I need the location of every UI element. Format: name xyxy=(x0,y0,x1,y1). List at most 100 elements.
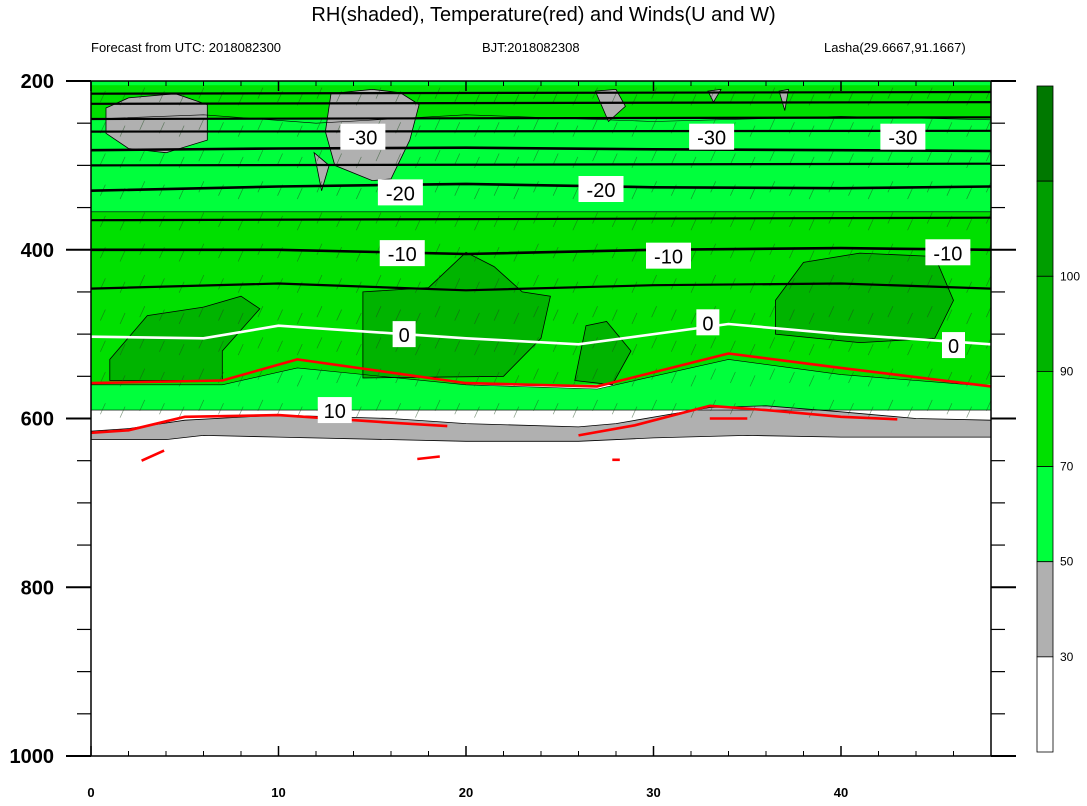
wind-barb-55 xyxy=(257,118,264,131)
wind-barb-198 xyxy=(355,219,362,231)
wind-barb-96 xyxy=(159,153,165,165)
colorbar-swatch-2 xyxy=(1036,180,1054,277)
temp-label-11: 0 xyxy=(948,336,959,358)
wind-barb-347 xyxy=(572,312,579,325)
chart-title: RH(shaded), Temperature(red) and Winds(U… xyxy=(311,4,776,26)
wind-barb-444 xyxy=(670,371,677,384)
wind-barb-395 xyxy=(611,340,618,352)
wind-barb-353 xyxy=(690,312,697,325)
temp-label-box-1 xyxy=(340,123,386,150)
colorbar-swatch-3 xyxy=(1036,275,1054,372)
wind-barb-413 xyxy=(966,344,972,356)
wind-barb-333 xyxy=(296,312,303,325)
wind-barb-481 xyxy=(493,403,500,415)
wind-barb-117 xyxy=(572,156,579,168)
y-tick-label-600: 600 xyxy=(21,409,54,431)
wind-barb-200 xyxy=(395,215,402,228)
wind-barb-106 xyxy=(355,156,362,168)
temperature-contour-extra-3 xyxy=(91,116,991,121)
wind-barb-401 xyxy=(730,340,736,352)
wind-barb-366 xyxy=(946,309,953,321)
y-tick-label-800: 800 xyxy=(21,577,54,599)
wind-barb-355 xyxy=(730,309,736,321)
wind-barb-307 xyxy=(690,281,697,293)
wind-barb-75 xyxy=(651,118,657,131)
wind-barb-340 xyxy=(434,306,441,318)
wind-barb-42 xyxy=(907,94,913,106)
wind-barb-306 xyxy=(670,278,677,290)
wind-barb-241 xyxy=(296,250,303,262)
wind-barb-101 xyxy=(257,149,264,162)
wind-barb-279 xyxy=(139,274,146,287)
wind-barb-358 xyxy=(789,309,795,321)
wind-barb-352 xyxy=(670,309,677,321)
colorbar-label-70: 70 xyxy=(1060,460,1074,474)
temperature-contour-extra-1 xyxy=(91,90,991,95)
wind-barb-110 xyxy=(434,149,441,162)
temperature-contour-extra-5 xyxy=(91,162,991,167)
wind-barb-191 xyxy=(218,215,224,228)
wind-barb-382 xyxy=(355,344,362,356)
temp-label-box-8 xyxy=(925,239,971,266)
forecast-subtitle: Forecast from UTC: 2018082300 xyxy=(91,40,282,55)
wind-barb-497 xyxy=(808,406,815,418)
wind-barb-389 xyxy=(493,340,500,352)
wind-barb-108 xyxy=(395,153,402,165)
wind-barb-189 xyxy=(178,219,185,231)
wind-barb-378 xyxy=(277,340,283,352)
wind-barb-157 xyxy=(454,184,461,196)
colorbar-label-100: 100 xyxy=(1060,269,1080,283)
wind-barb-449 xyxy=(769,368,776,380)
wind-barb-386 xyxy=(434,337,441,349)
wind-barb-326 xyxy=(159,309,165,321)
wind-barb-329 xyxy=(218,309,224,321)
wind-barb-349 xyxy=(611,309,618,321)
wind-barb-323 xyxy=(100,309,106,321)
wind-barb-113 xyxy=(493,153,500,165)
wind-barb-478 xyxy=(434,399,441,411)
wind-barb-128 xyxy=(789,153,795,165)
wind-barb-232 xyxy=(119,250,126,262)
wind-barb-445 xyxy=(690,375,697,387)
wind-barb-338 xyxy=(395,309,402,321)
wind-barb-132 xyxy=(867,156,874,168)
wind-barb-485 xyxy=(572,406,579,418)
wind-barb-127 xyxy=(769,149,776,162)
wind-barb-359 xyxy=(808,312,815,325)
wind-barb-480 xyxy=(474,406,480,418)
wind-barb-350 xyxy=(631,312,638,325)
temp-label-10: 0 xyxy=(702,313,713,335)
wind-barb-475 xyxy=(375,399,382,411)
wind-barb-467 xyxy=(218,403,224,415)
temp-label-box-2 xyxy=(689,123,735,150)
wind-barb-130 xyxy=(828,149,835,162)
wind-barb-107 xyxy=(375,149,382,162)
wind-barb-345 xyxy=(533,306,539,318)
wind-barb-405 xyxy=(808,344,815,356)
wind-barb-196 xyxy=(316,212,323,224)
wind-barb-294 xyxy=(434,274,441,287)
wind-barb-427 xyxy=(336,371,342,384)
rh-dry-patch-6 xyxy=(313,151,330,191)
wind-barb-398 xyxy=(670,340,677,352)
wind-barb-52 xyxy=(198,118,205,131)
rh-dry-patch-5 xyxy=(778,88,789,111)
wind-barb-297 xyxy=(493,278,500,290)
wind-barb-499 xyxy=(848,403,854,415)
wind-barb-369 xyxy=(100,340,106,352)
wind-barb-476 xyxy=(395,403,402,415)
wind-barb-69 xyxy=(533,118,539,131)
wind-barb-399 xyxy=(690,344,697,356)
wind-barb-158 xyxy=(474,187,480,200)
wind-barb-159 xyxy=(493,184,500,196)
wind-barb-351 xyxy=(651,306,657,318)
temperature-contour-extra-7 xyxy=(91,282,991,292)
wind-barb-381 xyxy=(336,340,342,352)
wind-barb-504 xyxy=(946,403,953,415)
wind-barb-408 xyxy=(867,344,874,356)
wind-barb-370 xyxy=(119,344,126,356)
wind-barb-438 xyxy=(552,371,559,384)
wind-barb-256 xyxy=(592,243,598,255)
wind-barb-119 xyxy=(611,153,618,165)
